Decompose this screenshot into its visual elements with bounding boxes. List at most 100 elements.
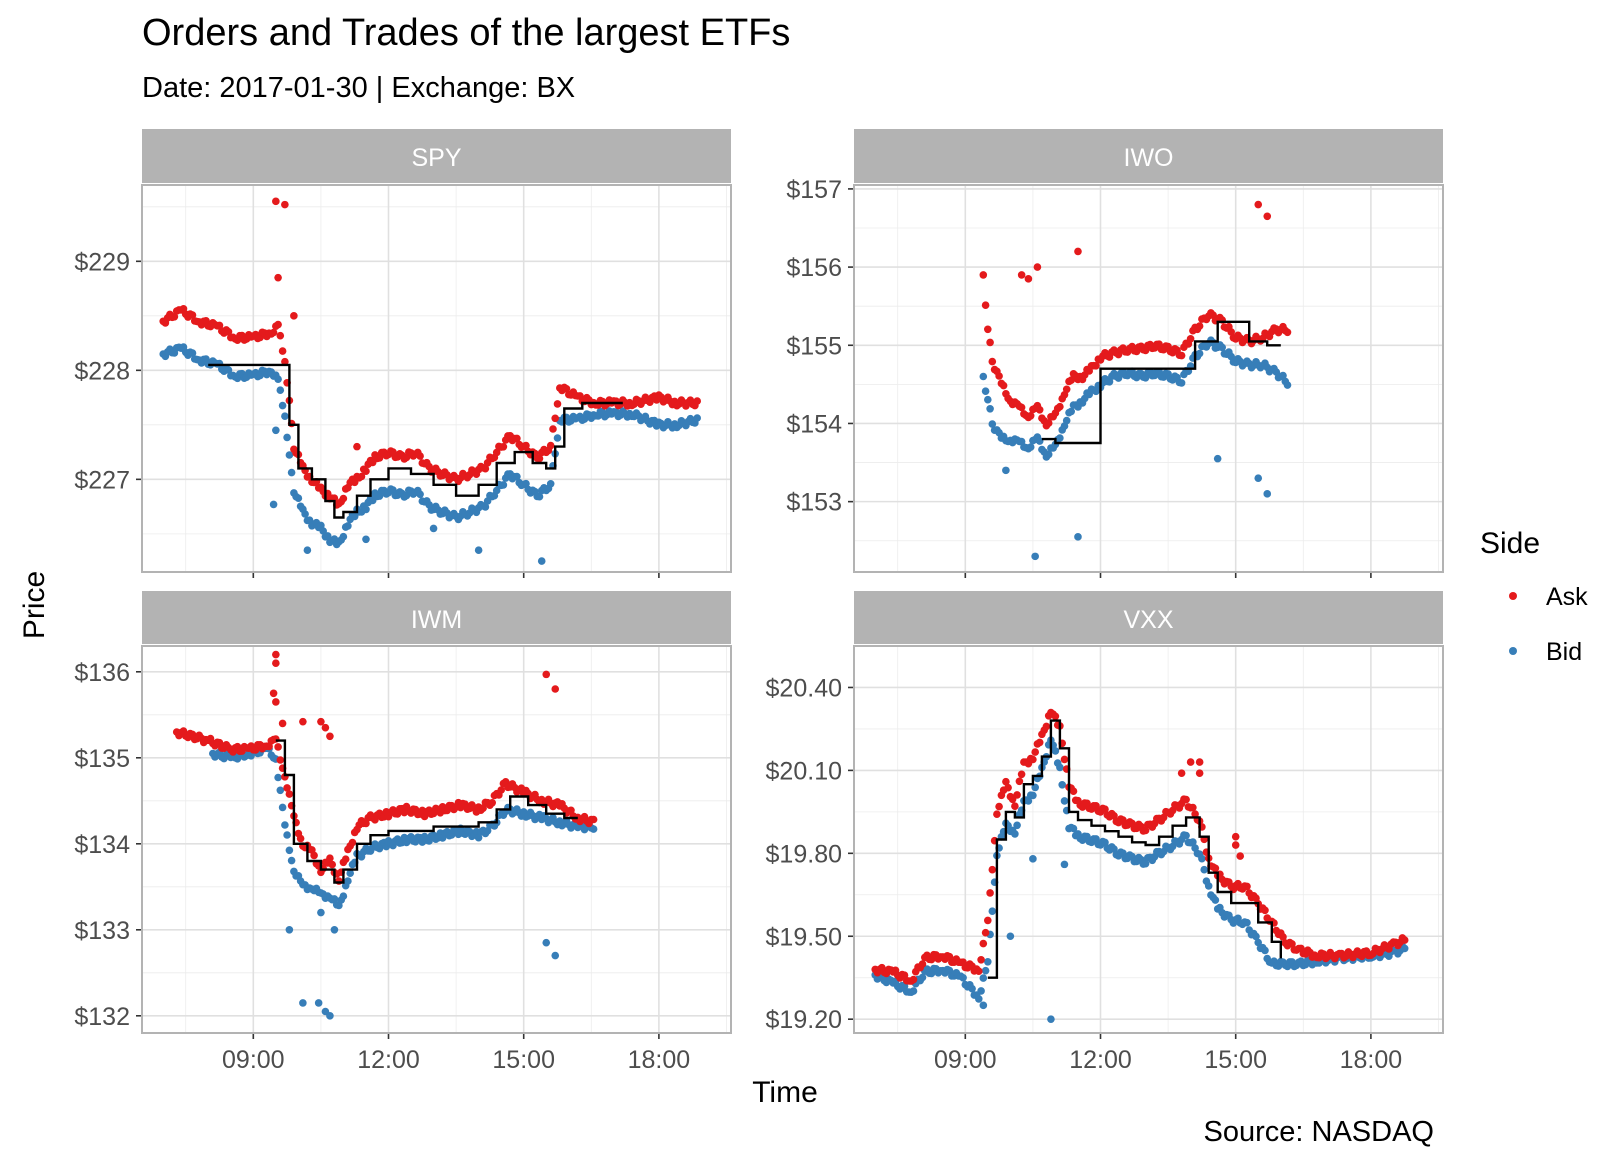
bid-point [988, 907, 997, 915]
strip-iwo [854, 129, 1443, 183]
bid-point [918, 973, 927, 982]
x-tick-label: 12:00 [1069, 1046, 1132, 1074]
bid-point [1400, 944, 1409, 953]
strip-spy [142, 129, 731, 183]
bid-point [1211, 896, 1220, 904]
ask-point [416, 452, 424, 460]
bid-point [1254, 938, 1262, 947]
bid-point [1062, 416, 1071, 425]
ask-point [488, 799, 497, 807]
ask-point [1042, 722, 1051, 731]
bid-point [416, 490, 424, 499]
trade-line [1041, 320, 1281, 445]
bid-point [546, 480, 555, 488]
bid-point [339, 892, 348, 900]
ask-point [1243, 882, 1251, 891]
bid-outlier-point [326, 1012, 334, 1020]
ask-point [215, 321, 224, 330]
ask-point [984, 325, 992, 334]
y-tick-label: $229 [74, 248, 130, 276]
bid-point [188, 349, 197, 357]
ask-point [549, 425, 557, 433]
bid-point [1218, 343, 1226, 352]
strip-label: IWM [411, 606, 462, 634]
ask-outlier-point [281, 200, 289, 209]
ask-outlier-point [353, 442, 361, 451]
trade-line [987, 719, 1282, 979]
bid-outlier-point [285, 926, 294, 934]
ask-point [1195, 322, 1204, 330]
x-tick-label: 15:00 [492, 1046, 555, 1074]
ask-point [567, 806, 575, 815]
ask-point [276, 331, 285, 340]
ask-outlier-point [1263, 212, 1272, 221]
bid-point [346, 869, 355, 877]
ask-point [513, 434, 521, 443]
ask-outlier-point [317, 717, 325, 726]
x-tick-label: 09:00 [222, 1046, 285, 1074]
ask-point [551, 414, 559, 423]
ask-outlier-point [1231, 832, 1240, 841]
ask-point [296, 834, 305, 843]
bid-point [301, 510, 309, 518]
ask-point [1189, 803, 1197, 812]
ask-point [988, 357, 997, 366]
chart-caption: Source: NASDAQ [1203, 1116, 1434, 1148]
ask-point [1069, 787, 1078, 795]
ask-point [1400, 936, 1409, 944]
ask-point [995, 802, 1003, 811]
y-tick-label: $19.50 [766, 923, 842, 951]
ask-point [977, 956, 985, 964]
bid-point [988, 420, 997, 428]
bid-point [1204, 882, 1213, 890]
ask-point [1186, 335, 1195, 343]
bid-point [1044, 450, 1053, 459]
ask-outlier-point [321, 723, 330, 732]
ask-point [1035, 406, 1044, 414]
bid-point [981, 387, 990, 396]
bid-point [1029, 791, 1037, 800]
bid-point [344, 877, 352, 885]
data-layer [871, 708, 1409, 1023]
bid-point [589, 825, 598, 833]
bid-point [474, 833, 483, 842]
x-axis-title: Time [752, 1076, 818, 1109]
ask-point [224, 328, 233, 336]
y-tick-label: $157 [786, 176, 842, 204]
bid-outlier-point [362, 535, 370, 544]
ask-point [1279, 933, 1287, 941]
bid-point [979, 974, 988, 982]
ask-point [975, 967, 983, 975]
ask-point [1013, 791, 1021, 799]
legend-label-bid: Bid [1546, 638, 1582, 666]
bid-point [1013, 821, 1021, 830]
x-tick-label: 15:00 [1204, 1046, 1267, 1074]
bid-point [339, 532, 348, 541]
bid-point [276, 386, 285, 395]
ask-point [499, 443, 508, 451]
bid-point [278, 803, 287, 812]
chart-title: Orders and Trades of the largest ETFs [142, 12, 791, 54]
ask-point [1101, 805, 1109, 813]
bid-outlier-point [1006, 932, 1015, 941]
bid-point [283, 433, 291, 442]
bid-point [968, 984, 976, 993]
ask-outlier-point [278, 719, 287, 728]
legend-key-ask [1509, 592, 1517, 600]
bid-point [1026, 443, 1035, 451]
y-tick-label: $20.10 [766, 757, 842, 785]
ask-point [1011, 802, 1019, 810]
ask-point [986, 889, 994, 897]
bid-point [1195, 349, 1204, 358]
bid-point [281, 821, 289, 829]
ask-point [988, 865, 997, 874]
y-tick-label: $134 [74, 831, 130, 859]
bid-point [1189, 838, 1197, 846]
ask-point [1004, 783, 1012, 792]
ask-point [918, 960, 927, 968]
bid-outlier-point [1029, 855, 1037, 863]
bid-outlier-point [1213, 454, 1222, 463]
strip-label: SPY [411, 144, 461, 172]
y-tick-label: $227 [74, 466, 130, 494]
ask-point [1056, 402, 1064, 411]
